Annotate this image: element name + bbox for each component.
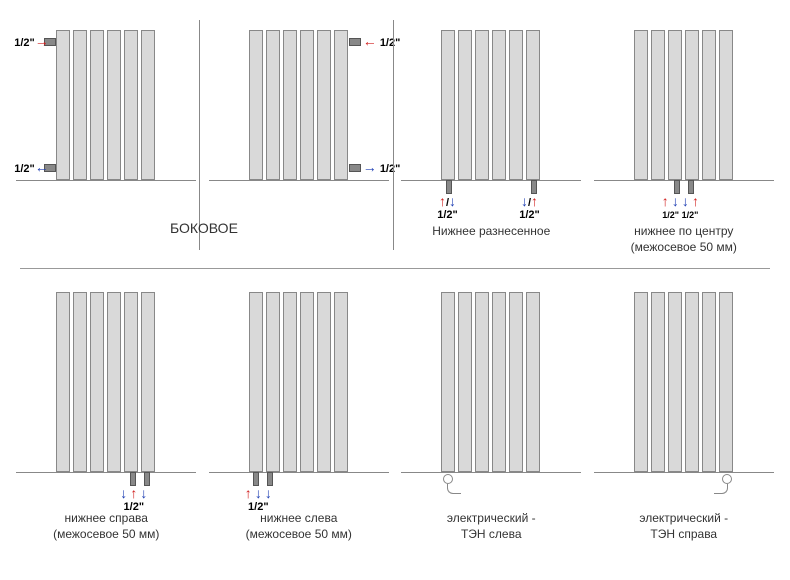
row-1: 1/2"→ 1/2"← (10, 10, 780, 260)
item-electric-right: электрический - ТЭН справа (594, 277, 774, 542)
caption-bottom-center: нижнее по центру (межосевое 50 мм) (631, 224, 737, 255)
divider (20, 268, 770, 269)
item-side-right: ← 1/2" → 1/2" (209, 10, 389, 210)
label-l: ↑ ↓ ↓1/2" (245, 486, 272, 513)
valve-br (531, 180, 537, 194)
caption-bottom-right: нижнее справа (межосевое 50 мм) (53, 511, 159, 542)
valve-top-right (349, 38, 361, 46)
caption-electric-left: электрический - ТЭН слева (447, 511, 536, 542)
valve-l2 (267, 472, 273, 486)
label-top-left: 1/2"→ (14, 34, 49, 49)
label-bl: ↑/↓1/2" (437, 194, 458, 221)
vline-2 (393, 20, 394, 250)
valve-c2 (688, 180, 694, 194)
item-bottom-left: ↑ ↓ ↓1/2" нижнее слева (межосевое 50 мм) (209, 277, 389, 542)
item-bottom-spread: ↑/↓1/2" ↓/↑1/2" Нижнее разнесенное (401, 10, 581, 240)
valve-r1 (130, 472, 136, 486)
caption-electric-right: электрический - ТЭН справа (639, 511, 728, 542)
valve-bl (446, 180, 452, 194)
label-r: ↓ ↑ ↓1/2" (120, 486, 147, 513)
cord-er (714, 484, 728, 494)
label-bottom-right: → 1/2" (363, 160, 401, 175)
diagram-grid: 1/2"→ 1/2"← (10, 10, 780, 557)
cord-el (447, 484, 461, 494)
valve-r2 (144, 472, 150, 486)
item-bottom-center: ↑ ↓ ↓ ↑ 1/2" 1/2" нижнее по центру (межо… (594, 10, 774, 255)
caption-bottom-left: нижнее слева (межосевое 50 мм) (246, 511, 352, 542)
label-center: ↑ ↓ ↓ ↑ 1/2" 1/2" (662, 194, 699, 221)
valve-bottom-right (349, 164, 361, 172)
valve-c1 (674, 180, 680, 194)
vline-1 (199, 20, 200, 250)
label-bottom-left: 1/2"← (14, 160, 49, 175)
plug-er (722, 474, 732, 484)
valve-l1 (253, 472, 259, 486)
label-side-section: БОКОВОЕ (170, 220, 238, 236)
item-electric-left: электрический - ТЭН слева (401, 277, 581, 542)
plug-el (443, 474, 453, 484)
caption-bottom-spread: Нижнее разнесенное (432, 224, 550, 240)
label-top-right: ← 1/2" (363, 34, 401, 49)
row-2: ↓ ↑ ↓1/2" нижнее справа (межосевое 50 мм… (10, 277, 780, 557)
item-bottom-right: ↓ ↑ ↓1/2" нижнее справа (межосевое 50 мм… (16, 277, 196, 542)
label-br: ↓/↑1/2" (519, 194, 540, 221)
item-side-left: 1/2"→ 1/2"← (16, 10, 196, 210)
